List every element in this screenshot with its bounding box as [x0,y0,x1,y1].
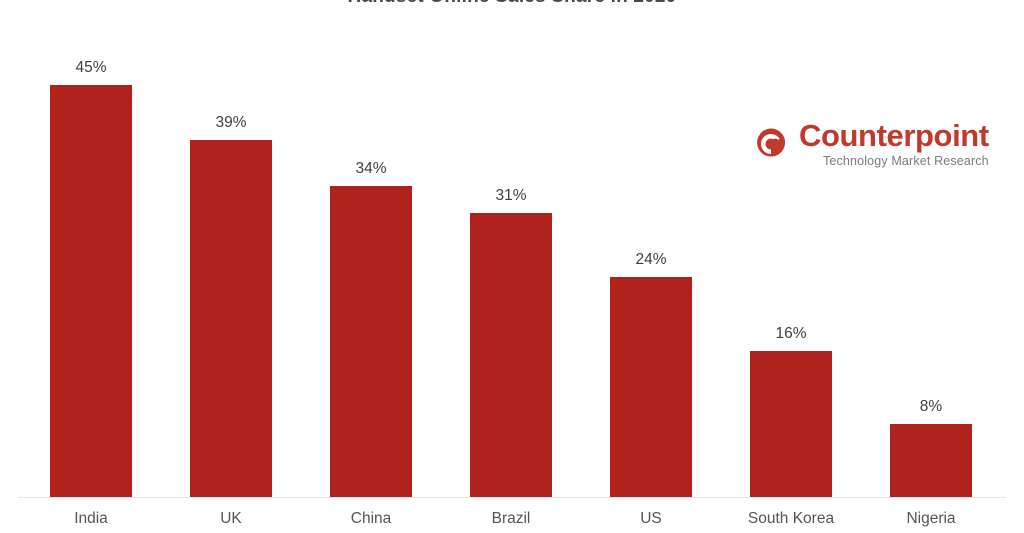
bar-brazil[interactable] [470,213,552,497]
category-label-us: US [640,510,662,527]
bar-south-korea[interactable] [750,350,832,497]
bar-india[interactable] [50,85,132,497]
bar-value-label: 16% [775,324,807,342]
counterpoint-logo: Counterpoint Technology Market Research [752,120,989,167]
bar-value-label: 8% [919,397,943,415]
bar-value-label: 39% [215,113,247,131]
category-label-uk: UK [220,510,242,527]
category-label-nigeria: Nigeria [906,510,956,527]
bar-group: 39% UK [190,0,272,533]
bar-value-label: 24% [635,251,667,269]
bar-group: 24% US [610,0,692,533]
bar-china[interactable] [330,185,412,497]
category-axis-line [18,497,1006,498]
bar-group: 16% South Korea [748,0,834,533]
bar-nigeria[interactable] [890,423,972,497]
bar-group: 34% China [330,0,412,533]
bar-value-label: 31% [495,187,527,205]
category-label-brazil: Brazil [491,510,531,527]
category-label-south-korea: South Korea [747,510,835,527]
category-label-china: China [350,510,392,527]
logo-tagline: Technology Market Research [822,153,989,168]
chart-title: Handset Online Sales Share in 2020 [0,0,1024,8]
bar-us[interactable] [610,277,692,497]
logo-wordmark: Counterpoint [799,118,989,153]
bar-uk[interactable] [190,139,272,497]
bar-value-label: 34% [355,159,387,177]
logo-text-block: Counterpoint Technology Market Research [799,120,989,167]
bar-group: 45% India [50,0,132,533]
category-label-india: India [74,510,108,527]
bar-group: 8% Nigeria [890,0,972,533]
bar-group: 31% Brazil [470,0,552,533]
bar-value-label: 45% [75,59,107,76]
counterpoint-circle-icon [752,125,790,163]
